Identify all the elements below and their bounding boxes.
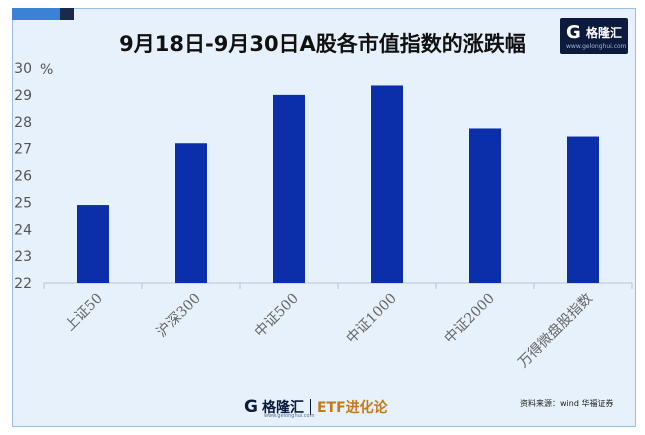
chart-title: 9月18日-9月30日A股各市值指数的涨跌幅 [119,32,526,56]
gelonghui-logo: G 格隆汇 www.gelonghui.com [560,18,628,54]
footer-brand: G 格隆汇 www.gelonghui.com ETF进化论 [244,396,388,419]
y-tick-label: 24 [14,222,32,238]
y-tick-label: 22 [14,276,32,292]
x-tick-label: 中证1000 [344,291,400,347]
bar [469,128,501,283]
footer-etf-brand: ETF进化论 [316,400,388,416]
bar [273,94,305,283]
y-tick-label: 28 [14,115,32,131]
y-tick-label: 23 [14,249,32,265]
chart-card [12,8,636,427]
y-unit-label: % [40,62,53,78]
y-tick-label: 27 [14,142,32,158]
x-tick-label: 中证500 [252,291,302,341]
y-tick-label: 29 [14,88,32,104]
x-tick-label: 沪深300 [154,291,204,341]
x-tick-label: 中证2000 [442,291,498,347]
logo-glyph: G [566,22,581,43]
x-tick-label: 上证50 [62,291,106,335]
y-tick-label: 26 [14,169,32,185]
bar [175,143,207,283]
accent-bar-dark [60,8,74,20]
y-tick-label: 30 [14,61,32,77]
x-tick-label: 万得微盘股指数 [515,290,596,371]
footer-logo-glyph: G [244,397,258,417]
source-note: 资料来源：wind 华福证券 [520,399,614,408]
footer-divider [309,399,311,415]
accent-bar [12,8,60,20]
footer-logo-name: 格隆汇 [261,400,304,416]
bar [567,136,599,283]
bar [77,205,109,283]
logo-name: 格隆汇 [586,26,623,40]
bar [371,85,403,283]
y-tick-label: 25 [14,195,32,211]
logo-url: www.gelonghui.com [566,43,627,50]
footer-logo-url: www.gelonghui.com [264,413,315,419]
